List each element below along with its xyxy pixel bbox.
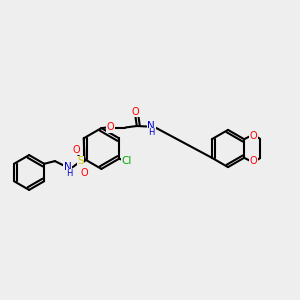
Text: O: O [106, 122, 114, 133]
Text: O: O [131, 107, 139, 117]
Text: N: N [147, 121, 155, 131]
Text: O: O [250, 156, 257, 167]
Text: Cl: Cl [121, 156, 131, 166]
Text: N: N [64, 162, 71, 172]
Text: O: O [250, 130, 257, 141]
Text: H: H [66, 169, 73, 178]
Text: H: H [148, 128, 154, 137]
Text: S: S [77, 156, 84, 167]
Text: O: O [73, 145, 81, 155]
Text: O: O [80, 168, 88, 178]
